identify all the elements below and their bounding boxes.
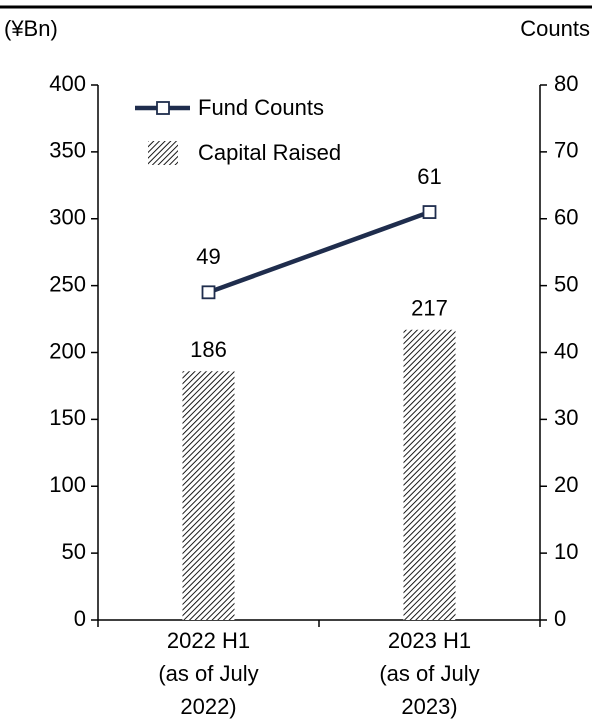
y-tick-label: 150: [49, 405, 86, 430]
y2-tick-label: 10: [554, 539, 578, 564]
x-tick-label: (as of July: [379, 661, 479, 686]
x-tick-label: 2022): [180, 694, 236, 719]
legend-swatch: [148, 141, 178, 165]
y2-axis-label: Counts: [520, 16, 590, 41]
y-tick-label: 300: [49, 205, 86, 230]
data-label: 61: [417, 164, 441, 189]
line-marker: [201, 285, 216, 300]
y-tick-label: 100: [49, 472, 86, 497]
y2-tick-label: 30: [554, 405, 578, 430]
y-tick-label: 400: [49, 71, 86, 96]
y-tick-label: 250: [49, 271, 86, 296]
y-axis-label: (¥Bn): [4, 16, 58, 41]
y2-tick-label: 60: [554, 205, 578, 230]
y2-tick-label: 50: [554, 271, 578, 296]
y2-tick-label: 0: [554, 606, 566, 631]
y2-tick-label: 40: [554, 338, 578, 363]
bar: [182, 371, 235, 620]
data-label: 186: [190, 337, 227, 362]
line-marker: [422, 205, 437, 219]
legend-label: Fund Counts: [198, 95, 324, 120]
y2-tick-label: 80: [554, 71, 578, 96]
x-tick-label: 2023): [401, 694, 457, 719]
y-tick-label: 0: [74, 606, 86, 631]
legend-label: Capital Raised: [198, 140, 341, 165]
legend-marker: [156, 101, 170, 115]
y-tick-label: 200: [49, 338, 86, 363]
y2-tick-label: 20: [554, 472, 578, 497]
line: [207, 209, 431, 295]
y-tick-label: 50: [62, 539, 86, 564]
bar: [403, 329, 456, 620]
x-tick-label: 2022 H1: [167, 628, 250, 653]
y2-tick-label: 70: [554, 138, 578, 163]
y-tick-label: 350: [49, 138, 86, 163]
data-label: 49: [196, 244, 220, 269]
x-tick-label: (as of July: [158, 661, 258, 686]
x-tick-label: 2023 H1: [388, 628, 471, 653]
data-label: 217: [411, 296, 448, 321]
